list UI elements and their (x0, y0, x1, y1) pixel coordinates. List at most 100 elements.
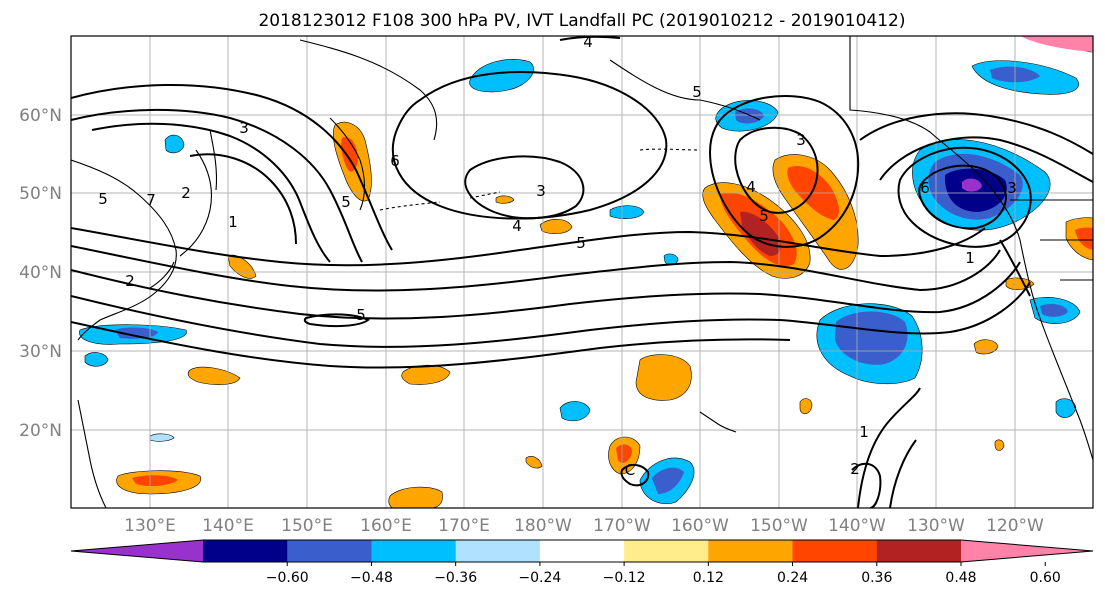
lat-label-60n: 60°N (19, 106, 62, 126)
lon-label: 160°E (360, 516, 412, 536)
coast-sakhalin (209, 129, 218, 191)
pv-contour-1 (71, 227, 986, 267)
contour-label: 3 (1007, 179, 1017, 197)
colorbar: −0.60 −0.48 −0.36 −0.24 −0.12 0.12 0.24 0.36 0.4… (70, 539, 1094, 586)
contour-label: 1 (228, 213, 238, 231)
coast-hawaii (699, 411, 737, 433)
pv-contour-23 (559, 36, 621, 41)
colorbar-tick-label: 0.12 (693, 570, 724, 586)
contour-label: 1 (965, 249, 975, 267)
contour-label: 1 (859, 423, 869, 441)
positive-anomaly-sm-6 (799, 398, 813, 415)
contour-label: 5 (759, 207, 769, 225)
contour-label: 2 (181, 184, 191, 202)
colorbar-segment (708, 540, 794, 562)
lon-label: 170°E (438, 516, 490, 536)
contour-label: 3 (239, 119, 249, 137)
positive-anomaly-sm-10 (495, 195, 515, 204)
colorbar-extend-max (961, 540, 1093, 562)
contour-label: 5 (98, 190, 108, 208)
positive-anomaly-kamchatka-core (341, 137, 358, 172)
colorbar-tick-label: −0.48 (350, 570, 393, 586)
positive-anomaly-pink-corner (1020, 36, 1093, 52)
pv-contour-10 (391, 70, 668, 220)
positive-anomaly-sm-1 (187, 366, 241, 385)
negative-anomaly-japan-sea (164, 134, 185, 154)
lat-label-40n: 40°N (19, 263, 62, 283)
negative-anomaly-sm-4 (84, 352, 109, 367)
colorbar-segment (792, 540, 878, 562)
colorbar-segment (876, 540, 962, 562)
colorbar-extend-min (71, 540, 203, 562)
contour-label: 2 (125, 272, 135, 290)
colorbar-segment (539, 540, 625, 562)
positive-anomaly-sm-11 (525, 456, 543, 469)
contour-label: 5 (341, 193, 351, 211)
colorbar-segment (371, 540, 457, 562)
contour-label: 6 (390, 152, 400, 170)
lat-label-20n: 20°N (19, 421, 62, 441)
pv-contour-17 (859, 112, 1093, 155)
lon-label: 160°W (671, 516, 729, 536)
contour-label: 4 (512, 217, 522, 235)
negative-anomaly-sm-2 (609, 205, 645, 219)
pv-contour-16 (879, 136, 1093, 183)
negative-anomaly-sm-1 (559, 401, 591, 422)
longitude-labels: 130°E 140°E 150°E 160°E 170°E 180°W 170°… (124, 516, 1044, 536)
coast-alaska (609, 36, 1021, 241)
contour-label: 5 (692, 83, 702, 101)
positive-anomaly-sm-2 (401, 364, 451, 385)
positive-anomaly-sm-12 (994, 439, 1005, 451)
lon-label: 180°W (514, 516, 572, 536)
coast-canada-lakes (1010, 199, 1093, 281)
pv-contour-15 (918, 164, 1008, 230)
contour-label: 5 (356, 306, 366, 324)
colorbar-tick-label: 0.48 (945, 570, 976, 586)
positive-anomaly-central-pac-south (635, 354, 692, 401)
lon-label: 170°W (593, 516, 651, 536)
pv-contour-21 (851, 462, 882, 508)
positive-anomaly-sw-pacific-core (132, 475, 178, 487)
contour-label: 6 (920, 179, 930, 197)
colorbar-tick-label: −0.12 (603, 570, 646, 586)
pv-contour-9 (189, 153, 297, 245)
pv-contour-22 (620, 464, 650, 487)
pv-contour-6 (71, 84, 393, 251)
map-frame (70, 35, 1094, 509)
pv-contour-18 (303, 313, 370, 328)
coast-philippines (77, 399, 107, 508)
pv-contour-5 (71, 321, 791, 369)
positive-anomaly-bottom-center (388, 486, 443, 508)
pv-contour-2 (71, 245, 1001, 292)
pv-contour-labels: 4 3 2 1 7 5 6 5 3 4 5 2 5 5 3 4 5 6 3 1 (98, 33, 1017, 479)
colorbar-tick-label: 0.60 (1030, 570, 1061, 586)
lon-label: 150°E (281, 516, 333, 536)
colorbar-tick-label: −0.60 (266, 570, 309, 586)
colorbar-tick-label: −0.24 (518, 570, 561, 586)
coast-siberia-north (299, 39, 438, 141)
contour-label: 2 (850, 460, 860, 478)
colorbar-tick-label: −0.36 (434, 570, 477, 586)
contour-label: 4 (583, 33, 593, 51)
negative-anomaly-nw-kamchatka (469, 59, 534, 93)
colorbar-segment (624, 540, 709, 562)
colorbar-tick-label: 0.24 (777, 570, 808, 586)
contour-label: 4 (746, 178, 756, 196)
figure-title: 2018123012 F108 300 hPa PV, IVT Landfall… (258, 11, 905, 31)
lon-label: 140°W (828, 516, 886, 536)
lat-label-30n: 30°N (19, 342, 62, 362)
negative-anomaly-sm-7 (149, 433, 175, 442)
negative-anomaly-sm-5 (1055, 398, 1077, 418)
positive-anomaly-sm-5 (973, 339, 999, 355)
colorbar-segment (455, 540, 541, 562)
pv-contour-14 (897, 146, 1032, 248)
coast-kamchatka (329, 117, 366, 211)
pv-contour-7 (71, 108, 363, 263)
contour-label: 7 (146, 191, 156, 209)
pv-contour-3 (71, 261, 1021, 320)
pv-contour-13 (734, 126, 819, 214)
pv-contour-4 (71, 281, 1031, 348)
positive-anomaly-sm-4-core (1075, 227, 1093, 250)
positive-anomaly-sm-3 (539, 218, 573, 234)
